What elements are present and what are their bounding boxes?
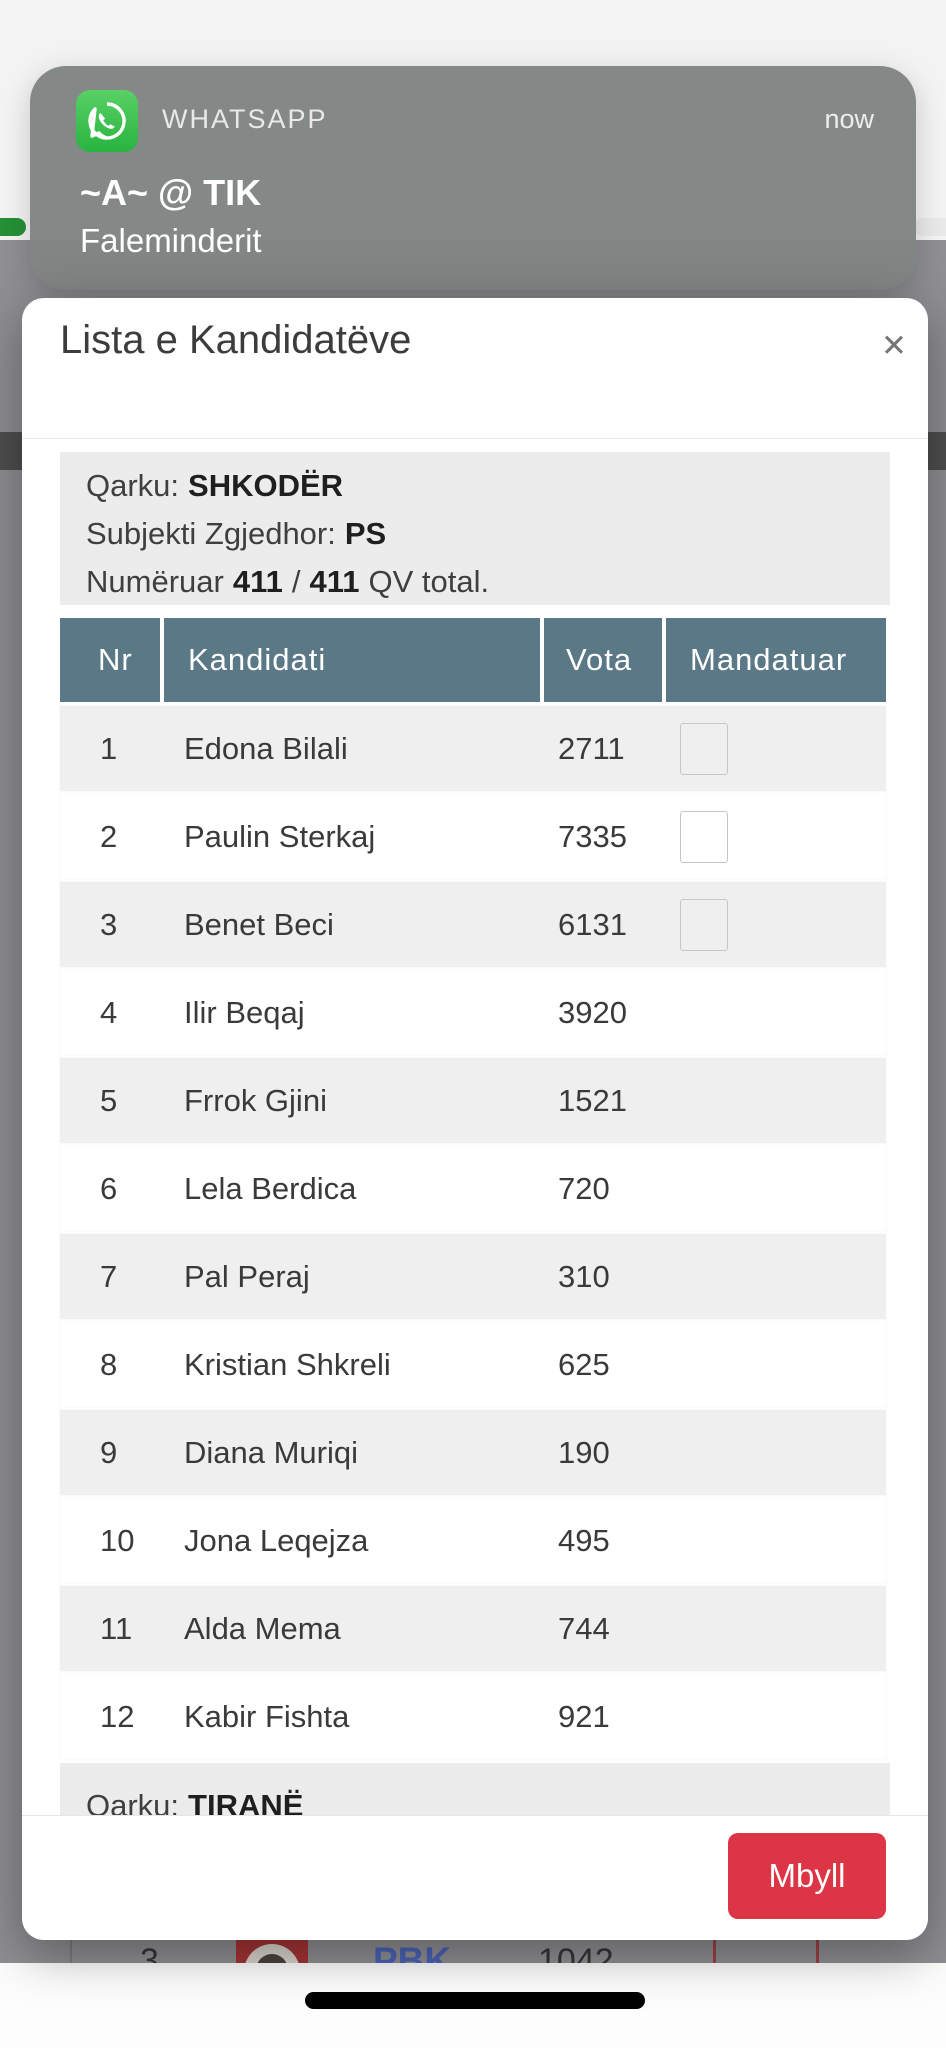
cell-kandidati: Diana Muriqi	[184, 1434, 359, 1470]
subjekti-value: PS	[344, 516, 387, 551]
cell-vota: 310	[558, 1258, 610, 1294]
cell-nr: 10	[100, 1522, 135, 1558]
notification-app-name: WHATSAPP	[162, 104, 328, 134]
candidates-table-body: 1 Edona Bilali 2711 2 Paulin Sterkaj 733…	[60, 706, 886, 1759]
mandatuar-checkbox[interactable]	[680, 810, 728, 863]
background-party-link[interactable]: PBK	[373, 1940, 452, 1963]
cell-nr: 8	[100, 1346, 118, 1382]
subjekti-label: Subjekti Zgjedhor:	[86, 516, 336, 551]
summary-info-box: Qarku: SHKODËR Subjekti Zgjedhor: PS Numër…	[60, 452, 890, 605]
cell-kandidati: Benet Beci	[184, 906, 334, 942]
modal-header-divider	[22, 438, 928, 439]
whatsapp-icon	[76, 90, 138, 152]
table-row: 1 Edona Bilali 2711	[60, 706, 886, 791]
background-table-border	[70, 1938, 72, 1963]
cell-nr: 4	[100, 994, 118, 1030]
table-header-row: Nr Kandidati Vota Mandatuar	[60, 618, 886, 702]
cell-nr: 6	[100, 1170, 118, 1206]
cell-mandatuar	[654, 722, 886, 775]
table-row: 5 Frrok Gjini 1521	[60, 1058, 886, 1143]
column-header-vota: Vota	[544, 618, 662, 702]
cell-nr: 1	[100, 730, 118, 766]
close-icon[interactable]: ✕	[881, 328, 907, 363]
cell-vota: 190	[558, 1434, 610, 1470]
cell-vota: 2711	[558, 730, 625, 766]
cell-vota: 720	[558, 1170, 610, 1206]
cell-vota: 6131	[558, 906, 627, 942]
background-light-fragment	[914, 218, 946, 236]
modal-title: Lista e Kandidatëve	[60, 318, 412, 362]
cell-nr: 2	[100, 818, 118, 854]
cell-kandidati: Edona Bilali	[184, 730, 348, 766]
cell-kandidati: Frrok Gjini	[184, 1082, 327, 1118]
cell-vota: 7335	[558, 818, 627, 854]
numeruar-suffix: QV total.	[368, 564, 490, 599]
candidates-modal: Lista e Kandidatëve ✕ Qarku: SHKODËR Subj…	[22, 298, 928, 1940]
cell-kandidati: Ilir Beqaj	[184, 994, 305, 1030]
column-header-kandidati: Kandidati	[164, 618, 540, 702]
cell-vota: 495	[558, 1522, 610, 1558]
table-row: 9 Diana Muriqi 190	[60, 1410, 886, 1495]
qarku-line: Qarku: SHKODËR	[86, 468, 343, 504]
background-row-number: 3	[140, 1942, 159, 1963]
table-row: 6 Lela Berdica 720	[60, 1146, 886, 1231]
qarku-label: Qarku:	[86, 468, 180, 503]
background-table-row: 3 PBK 1042	[0, 1938, 946, 1963]
cell-kandidati: Kristian Shkreli	[184, 1346, 391, 1382]
cell-vota: 921	[558, 1698, 610, 1734]
numeruar-line: Numëruar 411/411 QV total.	[86, 564, 498, 600]
cell-nr: 7	[100, 1258, 118, 1294]
modal-footer: Mbyll	[22, 1815, 928, 1940]
cell-kandidati: Paulin Sterkaj	[184, 818, 376, 854]
subjekti-line: Subjekti Zgjedhor: PS	[86, 516, 386, 552]
cell-kandidati: Lela Berdica	[184, 1170, 357, 1206]
numeruar-counted: 411	[232, 564, 283, 599]
party-logo-ring	[244, 1944, 300, 1963]
numeruar-total: 411	[309, 564, 360, 599]
table-row: 11 Alda Mema 744	[60, 1586, 886, 1671]
notification-timestamp: now	[824, 104, 874, 134]
background-green-fragment	[0, 218, 26, 236]
table-row: 4 Ilir Beqaj 3920	[60, 970, 886, 1055]
cell-vota: 1521	[558, 1082, 627, 1118]
whatsapp-notification[interactable]: WHATSAPP now ~A~ @ TIK Faleminderit	[30, 66, 916, 290]
cell-mandatuar	[654, 810, 886, 863]
cell-vota: 3920	[558, 994, 627, 1030]
qarku-value: SHKODËR	[188, 468, 344, 503]
cell-vota: 625	[558, 1346, 610, 1382]
cell-nr: 3	[100, 906, 118, 942]
table-row: 3 Benet Beci 6131	[60, 882, 886, 967]
party-logo-icon	[236, 1938, 308, 1963]
close-modal-button[interactable]: Mbyll	[728, 1833, 886, 1919]
notification-message: Faleminderit	[80, 222, 262, 259]
table-row: 10 Jona Leqejza 495	[60, 1498, 886, 1583]
cell-kandidati: Jona Leqejza	[184, 1522, 369, 1558]
cell-nr: 9	[100, 1434, 118, 1470]
numeruar-label: Numëruar	[86, 564, 224, 599]
column-header-mandatuar: Mandatuar	[666, 618, 886, 702]
table-row: 12 Kabir Fishta 921	[60, 1674, 886, 1759]
background-table-border	[713, 1938, 716, 1963]
notification-title: ~A~ @ TIK	[80, 172, 262, 213]
cell-mandatuar	[654, 898, 886, 951]
cell-kandidati: Kabir Fishta	[184, 1698, 350, 1734]
cell-nr: 5	[100, 1082, 118, 1118]
table-row: 2 Paulin Sterkaj 7335	[60, 794, 886, 879]
table-row: 8 Kristian Shkreli 625	[60, 1322, 886, 1407]
table-row: 7 Pal Peraj 310	[60, 1234, 886, 1319]
cell-vota: 744	[558, 1610, 610, 1646]
cell-nr: 12	[100, 1698, 135, 1734]
mandatuar-checkbox[interactable]	[680, 898, 728, 951]
cell-nr: 11	[100, 1610, 133, 1646]
party-logo-emblem	[256, 1954, 288, 1963]
background-row-votes: 1042	[538, 1942, 614, 1963]
cell-kandidati: Pal Peraj	[184, 1258, 310, 1294]
background-table-border	[816, 1938, 819, 1963]
column-header-nr: Nr	[60, 618, 160, 702]
home-indicator[interactable]	[305, 1992, 645, 2009]
numeruar-separator: /	[291, 564, 301, 599]
mandatuar-checkbox[interactable]	[680, 722, 728, 775]
cell-kandidati: Alda Mema	[184, 1610, 341, 1646]
